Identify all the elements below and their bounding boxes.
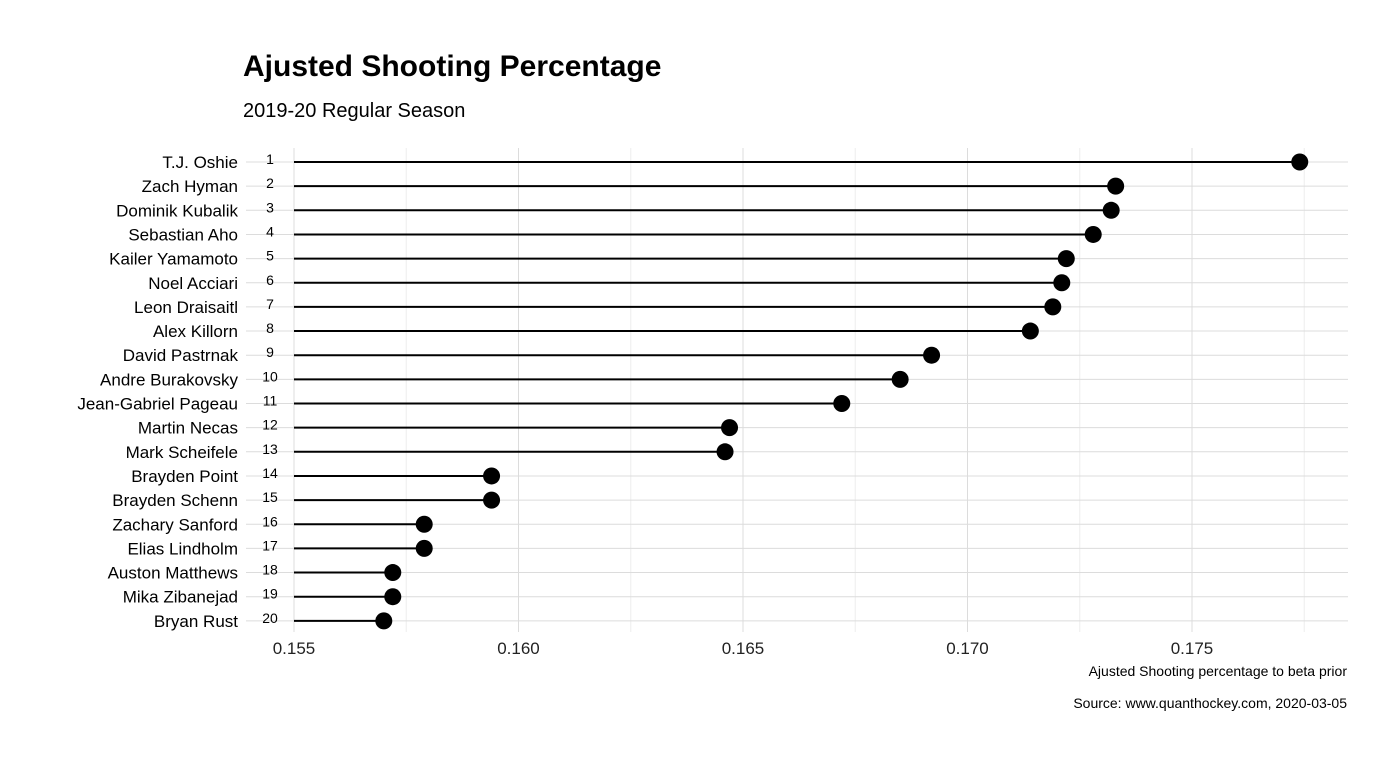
rank-label: 9: [266, 344, 274, 360]
player-name-label: Brayden Schenn: [112, 491, 238, 510]
player-name-label: Jean-Gabriel Pageau: [77, 395, 238, 414]
player-row: David Pastrnak 9: [123, 344, 941, 365]
player-row: T.J. Oshie 1: [162, 151, 1309, 172]
player-name-label: Noel Acciari: [148, 274, 238, 293]
player-row: Elias Lindholm 17: [127, 537, 433, 558]
rank-label: 10: [262, 368, 278, 384]
player-row: Martin Necas 12: [138, 417, 739, 438]
x-tick-label: 0.155: [273, 639, 316, 658]
player-name-label: Bryan Rust: [154, 612, 238, 631]
lollipop-point: [483, 491, 501, 509]
rank-label: 12: [262, 417, 278, 433]
lollipop-point: [1291, 153, 1309, 171]
rank-label: 19: [262, 586, 278, 602]
player-row: Mika Zibanejad 19: [123, 586, 402, 607]
player-name-label: Brayden Point: [131, 467, 238, 486]
player-name-label: Martin Necas: [138, 419, 238, 438]
source-caption: Source: www.quanthockey.com, 2020-03-05: [1073, 695, 1347, 711]
lollipop-point: [833, 395, 851, 412]
x-tick-label: 0.165: [722, 639, 765, 658]
rank-label: 5: [266, 248, 274, 264]
rank-label: 6: [266, 272, 274, 288]
rank-label: 13: [262, 441, 278, 457]
lollipop-point: [1102, 201, 1120, 219]
rank-label: 3: [266, 199, 274, 215]
rank-label: 14: [262, 465, 278, 481]
rank-label: 16: [262, 513, 278, 529]
rank-label: 4: [266, 223, 274, 239]
player-row: Zachary Sanford 16: [112, 513, 433, 534]
chart-subtitle: 2019-20 Regular Season: [243, 100, 465, 122]
player-row: Bryan Rust 20: [154, 610, 393, 631]
player-row: Zach Hyman 2: [142, 175, 1125, 196]
rank-label: 20: [262, 610, 278, 626]
lollipop-point: [483, 467, 501, 485]
rank-label: 18: [262, 562, 278, 578]
lollipop-point: [375, 612, 393, 630]
player-name-label: Andre Burakovsky: [100, 370, 238, 389]
player-row: Auston Matthews 18: [108, 562, 402, 583]
lollipop-point: [891, 370, 909, 388]
player-name-label: Zach Hyman: [142, 177, 238, 196]
x-tick-label: 0.175: [1171, 639, 1214, 658]
player-name-label: T.J. Oshie: [162, 153, 238, 172]
lollipop-point: [721, 419, 739, 437]
player-name-label: Mark Scheifele: [126, 443, 238, 462]
rank-label: 8: [266, 320, 274, 336]
lollipop-point: [1021, 322, 1039, 340]
player-row: Mark Scheifele 13: [126, 441, 734, 462]
player-row: Andre Burakovsky 10: [100, 368, 909, 389]
chart-title: Ajusted Shooting Percentage: [243, 50, 661, 83]
rank-label: 7: [266, 296, 274, 312]
lollipop-point: [415, 515, 433, 533]
x-tick-label: 0.160: [497, 639, 540, 658]
player-name-label: Zachary Sanford: [112, 515, 238, 534]
player-row: Brayden Point 14: [131, 465, 501, 486]
lollipop-point: [1107, 177, 1125, 195]
player-row: Kailer Yamamoto 5: [109, 248, 1075, 269]
lollipop-point: [415, 539, 433, 557]
rank-label: 17: [262, 537, 278, 553]
player-name-label: Mika Zibanejad: [123, 588, 238, 607]
player-row: Brayden Schenn 15: [112, 489, 501, 510]
rank-label: 1: [266, 151, 274, 167]
rank-label: 2: [266, 175, 274, 191]
data-rows: T.J. Oshie 1 Zach Hyman 2 Dominik Kubalik 3 Se…: [77, 151, 1309, 631]
player-row: Alex Killorn 8: [153, 320, 1039, 341]
lollipop-point: [716, 443, 734, 461]
player-row: Jean-Gabriel Pageau 11: [77, 393, 851, 414]
rank-label: 15: [262, 489, 278, 505]
lollipop-point: [1084, 225, 1102, 243]
rank-label: 11: [263, 393, 278, 409]
lollipop-point: [384, 564, 402, 582]
player-row: Leon Draisaitl 7: [134, 296, 1062, 317]
player-name-label: Alex Killorn: [153, 322, 238, 341]
player-row: Noel Acciari 6: [148, 272, 1071, 293]
player-row: Sebastian Aho 4: [128, 223, 1102, 244]
x-axis-ticks: 0.155 0.160 0.165 0.170 0.175: [273, 639, 1214, 658]
x-tick-label: 0.170: [946, 639, 989, 658]
lollipop-point: [923, 346, 941, 364]
lollipop-point: [384, 588, 402, 606]
player-name-label: David Pastrnak: [123, 346, 239, 365]
lollipop-point: [1057, 250, 1075, 268]
lollipop-point: [1044, 298, 1062, 316]
player-name-label: Elias Lindholm: [127, 539, 238, 558]
player-name-label: Dominik Kubalik: [116, 201, 238, 220]
player-name-label: Sebastian Aho: [128, 225, 238, 244]
lollipop-point: [1053, 274, 1071, 292]
player-name-label: Auston Matthews: [108, 564, 238, 583]
gridlines: [246, 148, 1348, 632]
player-row: Dominik Kubalik 3: [116, 199, 1120, 220]
x-axis-title: Ajusted Shooting percentage to beta prio…: [1089, 663, 1348, 679]
player-name-label: Leon Draisaitl: [134, 298, 238, 317]
player-name-label: Kailer Yamamoto: [109, 250, 238, 269]
